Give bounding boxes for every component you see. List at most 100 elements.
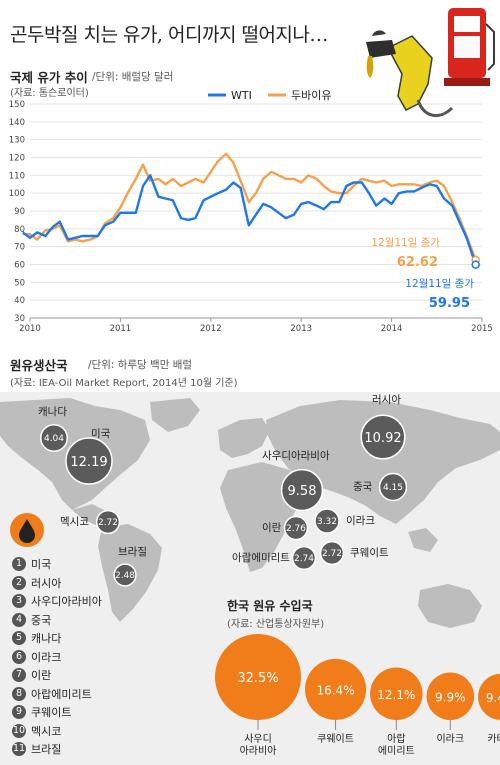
import-bubble-value: 9.9%: [435, 690, 466, 704]
producer-bubble: [95, 509, 121, 535]
import-bubble: [478, 673, 500, 720]
y-tick-label: 140: [9, 118, 25, 128]
producer-country-label: 이라크: [346, 515, 375, 527]
producer-bubble-value: 2.72: [98, 518, 118, 528]
producer-bubble: [39, 423, 69, 453]
southeast-asia-shape: [408, 528, 438, 552]
y-tick-label: 130: [9, 136, 25, 146]
rank-item: 5 캐나다: [12, 630, 61, 646]
rank-number: 3: [12, 594, 26, 608]
rank-item: 8 아랍에미리트: [12, 686, 92, 702]
import-bubble: [305, 658, 367, 720]
y-tick-label: 30: [14, 314, 25, 324]
x-tick-label: 2013: [290, 324, 312, 334]
producer-bubble-value: 2.76: [286, 524, 306, 534]
series-end-point: [471, 260, 480, 269]
legend-label: 두바이유: [291, 89, 331, 102]
producer-bubble: [378, 472, 408, 502]
producer-country-label: 아랍에미리트: [232, 551, 290, 564]
main-title: 곤두박질 치는 유가, 어디까지 떨어지나…: [10, 24, 328, 46]
producers-source: (자료: IEA-Oil Market Report, 2014년 10월 기준…: [10, 378, 238, 389]
rank-item: 2 러시아: [12, 575, 61, 591]
x-tick-label: 2011: [110, 324, 132, 334]
rank-number: 9: [12, 705, 26, 719]
rank-number: 5: [12, 631, 26, 645]
producer-country-label: 러시아: [372, 394, 401, 406]
world-map: [0, 398, 500, 628]
rank-item: 9 쿠웨이트: [12, 704, 71, 720]
producer-bubble-value: 12.19: [70, 455, 107, 470]
rank-country: 이란: [31, 669, 52, 682]
y-axis-ticks: 30 40 50 60 70 80 90 100 110 120 130 140 150: [9, 100, 25, 324]
imports-source: (자료: 산업통상자원부): [227, 619, 325, 630]
australia-shape: [418, 584, 482, 628]
producer-bubble-value: 2.48: [115, 571, 135, 581]
import-bubble: [370, 667, 423, 720]
import-country-label: 아랍: [387, 732, 405, 745]
import-country-label: 사우디: [244, 733, 272, 745]
rank-country: 캐나다: [31, 632, 62, 645]
producers-title: 원유생산국: [10, 358, 68, 373]
chart-source: (자료: 톰슨로이터): [10, 88, 89, 99]
producer-bubble: [314, 508, 340, 534]
rank-item: 7 이란: [12, 667, 51, 683]
rank-item: 10 멕시코: [12, 723, 61, 739]
rank-item: 3 사우디아라비아: [12, 593, 102, 609]
y-tick-label: 80: [14, 225, 25, 235]
imports-bubbles: 32.5% 사우디아라비아 16.4% 쿠웨이트 12.1% 아랍에미리트 9.9% 이라크 9…: [215, 634, 500, 757]
imports-title: 한국 원유 수입국: [227, 599, 313, 613]
x-tick-label: 2010: [19, 324, 41, 334]
rank-number: 7: [12, 668, 26, 682]
producer-bubble: [319, 540, 345, 566]
annotation-dubai-value: 62.62: [397, 255, 438, 270]
producer-country-label: 멕시코: [60, 516, 89, 528]
rank-country: 미국: [31, 558, 52, 571]
fuel-pump-icon: [444, 8, 495, 86]
rank-number: 4: [12, 612, 26, 627]
producer-bubble-value: 10.92: [364, 431, 401, 446]
x-axis-ticks: 2010 2011 2012 2013 2014 2015: [19, 318, 493, 334]
rank-number: 6: [12, 649, 26, 664]
producer-bubble-value: 9.58: [288, 484, 317, 499]
annotation-dubai-label: 12월11일 종가: [371, 236, 440, 249]
producer-country-label: 캐나다: [38, 406, 67, 418]
chart-unit: /단위: 배럴당 달러: [92, 71, 174, 83]
producer-bubble: [360, 414, 406, 460]
producer-bubble-value: 4.04: [44, 434, 64, 444]
import-bubble: [426, 672, 475, 720]
producer-bubble: [65, 437, 113, 485]
rank-country: 사우디아라비아: [31, 595, 102, 608]
rank-country: 중국: [31, 613, 52, 627]
asia-shape: [266, 400, 500, 524]
africa-shape: [220, 462, 300, 572]
producer-bubble: [283, 515, 309, 541]
legend: WTI 두바이유: [208, 89, 331, 102]
chart-title: 국제 유가 추이: [10, 70, 88, 85]
fuel-nozzle-icon: [366, 30, 454, 117]
y-tick-label: 70: [14, 243, 25, 253]
rank-item: 6 이라크: [12, 649, 61, 665]
import-country-label: 아라비아: [240, 745, 277, 757]
oil-drop-icon: [10, 513, 44, 547]
x-tick-label: 2015: [471, 324, 493, 334]
rank-number: 2: [12, 575, 26, 590]
y-tick-label: 110: [9, 171, 25, 181]
import-bubble-value: 16.4%: [316, 683, 354, 697]
x-tick-label: 2014: [381, 324, 403, 334]
y-tick-label: 40: [14, 296, 25, 306]
rank-number: 1: [12, 557, 26, 571]
producer-bubble-value: 2.74: [294, 554, 314, 564]
greenland-shape: [150, 398, 200, 432]
import-bubble-value: 32.5%: [237, 671, 278, 686]
rank-number: 11: [12, 742, 26, 756]
producers-bubbles: 12.19 미국 10.92 러시아 9.58 사우디아라비아 4.15 중국 4.04 캐나다 3…: [38, 394, 408, 587]
y-tick-label: 50: [14, 278, 25, 288]
import-bubble-value: 12.1%: [377, 688, 415, 702]
producer-bubble: [113, 563, 137, 587]
rank-country: 브라질: [31, 743, 62, 756]
producer-country-label: 쿠웨이트: [350, 547, 389, 559]
rank-item: 1 미국: [12, 556, 51, 572]
import-country-label: 카타르: [487, 733, 500, 745]
